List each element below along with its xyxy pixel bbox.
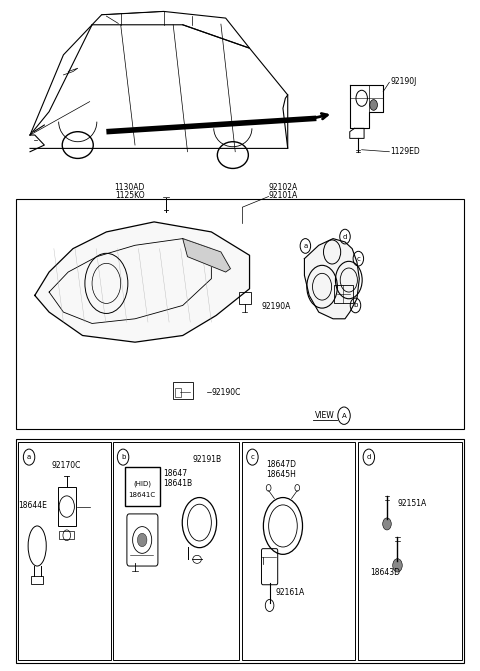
Text: 18643D: 18643D: [371, 568, 400, 577]
Bar: [335, 285, 353, 303]
Bar: [32, 576, 43, 584]
Bar: [242, 442, 355, 660]
Circle shape: [393, 559, 402, 572]
Bar: [124, 467, 160, 506]
Text: 92102A: 92102A: [269, 183, 298, 192]
Text: c: c: [251, 454, 254, 460]
Bar: [16, 439, 464, 663]
Text: a: a: [303, 243, 308, 249]
Bar: [16, 199, 464, 429]
Text: A: A: [342, 413, 347, 419]
Text: 18645H: 18645H: [266, 470, 296, 479]
Bar: [18, 442, 111, 660]
Bar: [58, 487, 76, 526]
Text: d: d: [367, 454, 371, 460]
Circle shape: [370, 99, 377, 110]
Text: 18641B: 18641B: [164, 479, 193, 488]
Text: 92190C: 92190C: [211, 388, 241, 397]
Text: (HID): (HID): [133, 480, 151, 487]
Text: d: d: [343, 234, 347, 240]
Text: 18641C: 18641C: [129, 492, 156, 497]
Bar: [113, 442, 239, 660]
Text: a: a: [27, 454, 31, 460]
Text: 92190A: 92190A: [262, 302, 291, 311]
Text: 18644E: 18644E: [18, 501, 47, 511]
Circle shape: [383, 518, 391, 530]
Text: 92190J: 92190J: [390, 77, 417, 86]
Bar: [59, 531, 74, 539]
Bar: [175, 389, 181, 397]
Text: 92161A: 92161A: [276, 588, 305, 597]
Bar: [359, 442, 462, 660]
Circle shape: [137, 533, 147, 547]
Text: VIEW: VIEW: [315, 411, 335, 420]
Bar: [173, 382, 193, 399]
Text: c: c: [357, 256, 360, 262]
Text: b: b: [353, 303, 358, 309]
Text: 92151A: 92151A: [397, 499, 427, 509]
Bar: [239, 292, 252, 304]
Text: 92191B: 92191B: [192, 455, 221, 464]
Text: 18647: 18647: [164, 469, 188, 478]
Polygon shape: [35, 222, 250, 342]
Text: 1130AD: 1130AD: [114, 183, 144, 192]
Polygon shape: [183, 239, 230, 272]
Text: b: b: [121, 454, 125, 460]
Text: 18647D: 18647D: [266, 460, 296, 469]
Text: 92101A: 92101A: [269, 191, 298, 200]
Text: 92170C: 92170C: [51, 461, 81, 470]
Text: 1129ED: 1129ED: [390, 147, 420, 156]
Text: 1125KO: 1125KO: [115, 191, 144, 200]
Polygon shape: [304, 239, 360, 319]
